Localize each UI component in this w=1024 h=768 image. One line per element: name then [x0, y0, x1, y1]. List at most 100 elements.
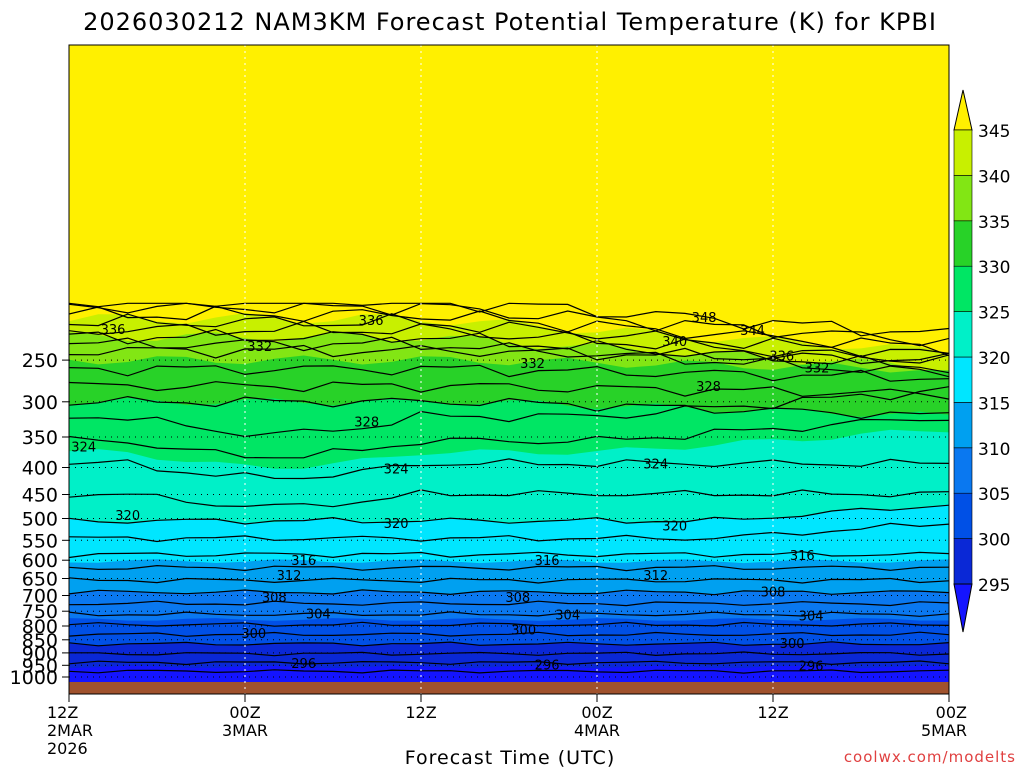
contour-328 — [69, 386, 949, 438]
contour-312 — [69, 577, 949, 584]
contour-label: 324 — [643, 458, 668, 473]
x-tick-label: 12Z — [757, 703, 788, 722]
x-tick-label: 00Z — [581, 703, 612, 722]
contour-label: 324 — [384, 463, 409, 478]
colorbar-swatch — [953, 356, 973, 403]
colorbar-swatch — [953, 220, 973, 267]
fill-band-345 — [69, 45, 949, 355]
colorbar-label: 345 — [978, 122, 1010, 142]
colorbar-swatch — [953, 402, 973, 449]
watermark: coolwx.com/modelts — [844, 748, 1016, 766]
y-tick-label: 550 — [22, 530, 58, 552]
contour-314 — [69, 564, 949, 572]
colorbar-label: 340 — [978, 167, 1010, 187]
contour-label: 328 — [696, 380, 721, 395]
contour-350 — [69, 302, 949, 337]
y-tick-label: 800 — [22, 616, 58, 638]
x-tick-label: 2026 — [47, 739, 88, 758]
x-tick-label: 00Z — [936, 703, 967, 722]
contour-336 — [69, 344, 949, 365]
colorbar-swatch — [953, 492, 973, 539]
contour-330 — [69, 395, 949, 420]
y-tick-label: 600 — [22, 550, 58, 572]
contour-324 — [69, 458, 949, 480]
x-tick-label: 3MAR — [222, 721, 268, 740]
colorbar-swatch — [953, 311, 973, 358]
colorbar-label: 330 — [978, 258, 1010, 278]
contour-298 — [69, 651, 949, 657]
contour-label: 300 — [241, 627, 266, 642]
y-tick-label: 750 — [22, 601, 58, 623]
ground-band — [69, 682, 949, 694]
contour-labels: 348 344 340 336 336 336 332 332 332 328 328 324 324 3… — [71, 311, 829, 675]
colorbar-swatch — [953, 175, 973, 222]
contour-304 — [69, 621, 949, 627]
y-tick-label: 350 — [22, 427, 58, 449]
contour-label: 304 — [306, 608, 331, 623]
contour-label: 336 — [101, 323, 126, 338]
x-tick-label: 4MAR — [574, 721, 620, 740]
colorbar-arrow-top — [953, 89, 973, 131]
y-tick-label: 450 — [22, 485, 58, 507]
x-tick-label: 5MAR — [921, 721, 967, 740]
y-tick-label: 1000 — [10, 667, 58, 689]
colorbar-label: 295 — [978, 576, 1010, 596]
contour-lines — [69, 302, 949, 674]
y-tick-label: 900 — [22, 643, 58, 665]
contour-label: 332 — [247, 340, 272, 355]
colorbar-swatch — [953, 447, 973, 494]
contour-label: 324 — [71, 441, 96, 456]
contour-label: 312 — [643, 569, 668, 584]
contour-label: 300 — [511, 623, 536, 638]
contour-label: 348 — [692, 311, 717, 326]
contour-label: 332 — [520, 357, 545, 372]
contour-344 — [69, 313, 949, 358]
plot-frame — [68, 44, 950, 695]
contour-label: 312 — [277, 569, 302, 584]
contour-label: 296 — [535, 658, 560, 673]
pressure-axis: 2503003504004505005506006507007508008509… — [10, 350, 69, 689]
contour-296 — [69, 660, 949, 666]
y-tick-label: 500 — [22, 509, 58, 531]
x-tick-label: 12Z — [47, 703, 78, 722]
contour-label: 316 — [790, 549, 815, 564]
colorbar-label: 315 — [978, 394, 1010, 414]
colorbar-label: 335 — [978, 213, 1010, 233]
contour-label: 336 — [769, 350, 794, 365]
contour-334 — [69, 364, 949, 382]
contour-label: 304 — [799, 610, 824, 625]
contour-label: 304 — [555, 608, 580, 623]
contour-332 — [69, 381, 949, 400]
contour-306 — [69, 611, 949, 617]
colorbar-label: 305 — [978, 485, 1010, 505]
contour-340 — [69, 328, 949, 374]
y-tick-label: 700 — [22, 586, 58, 608]
contour-label: 340 — [662, 335, 687, 350]
contour-342 — [69, 320, 949, 364]
colorbar-arrow-bottom — [953, 583, 973, 633]
contour-326 — [69, 418, 949, 459]
contour-label: 320 — [115, 509, 140, 524]
contour-308 — [69, 600, 949, 607]
colorbar: 295 300 305 310 315 320 325 330 335 340 345 — [953, 89, 1010, 633]
contour-348 — [69, 302, 949, 347]
y-tick-label: 650 — [22, 569, 58, 591]
colorbar-label: 310 — [978, 440, 1010, 460]
x-tick-label: 2MAR — [47, 721, 93, 740]
contour-label: 296 — [291, 657, 316, 672]
y-tick-label: 950 — [22, 655, 58, 677]
contour-label: 300 — [780, 637, 805, 652]
x-axis-label: Forecast Time (UTC) — [405, 747, 615, 768]
contour-label: 308 — [761, 586, 786, 601]
contour-label: 332 — [805, 361, 830, 376]
contour-300 — [69, 641, 949, 647]
x-tick-label: 12Z — [405, 703, 436, 722]
contour-label: 316 — [535, 554, 560, 569]
contour-338 — [69, 336, 949, 378]
contour-310 — [69, 589, 949, 596]
y-tick-label: 250 — [22, 350, 58, 372]
contour-320 — [69, 504, 949, 525]
contour-label: 308 — [262, 591, 287, 606]
